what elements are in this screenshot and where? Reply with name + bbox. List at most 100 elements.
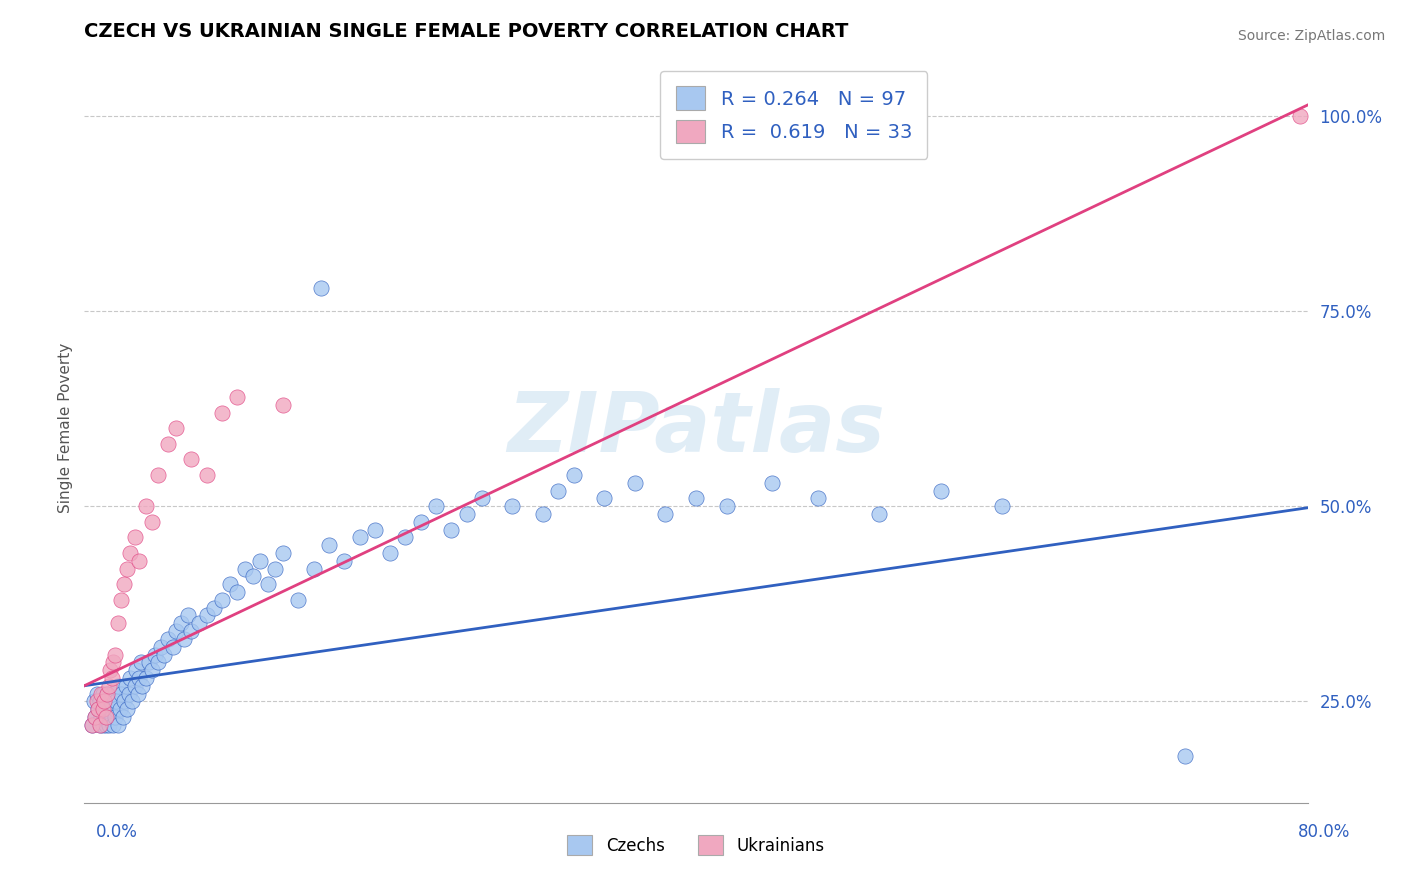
Point [531,507,554,521]
Point [103,717,125,731]
Point [111,710,134,724]
Point [502,500,524,514]
Point [211,406,233,420]
Point [180,624,202,639]
Text: 0.0%: 0.0% [96,822,138,840]
Point [180,452,202,467]
Point [97,717,120,731]
Text: Source: ZipAtlas.com: Source: ZipAtlas.com [1237,29,1385,43]
Point [349,530,371,544]
Point [1174,749,1197,764]
Point [218,577,240,591]
Point [716,500,738,514]
Point [202,600,225,615]
Point [96,687,118,701]
Point [124,530,146,544]
Point [685,491,707,506]
Point [135,671,157,685]
Text: CZECH VS UKRAINIAN SINGLE FEMALE POVERTY CORRELATION CHART: CZECH VS UKRAINIAN SINGLE FEMALE POVERTY… [84,21,849,41]
Point [89,694,111,708]
Text: 80.0%: 80.0% [1298,822,1350,840]
Point [86,694,108,708]
Point [90,687,112,701]
Point [98,663,121,677]
Point [115,702,138,716]
Point [87,702,110,716]
Point [107,679,129,693]
Point [101,710,124,724]
Point [86,687,108,701]
Point [233,562,256,576]
Point [302,562,325,576]
Point [226,390,249,404]
Point [104,648,127,662]
Point [141,663,163,677]
Point [104,702,127,716]
Point [761,475,783,490]
Point [107,717,129,731]
Point [87,702,110,716]
Point [101,671,124,685]
Point [89,717,111,731]
Point [226,585,249,599]
Point [562,467,585,482]
Point [157,437,180,451]
Point [264,562,287,576]
Point [425,500,447,514]
Point [96,710,118,724]
Point [93,694,115,708]
Point [115,562,138,576]
Point [165,421,187,435]
Point [471,491,494,506]
Point [547,483,569,498]
Point [991,500,1014,514]
Point [440,523,463,537]
Point [456,507,478,521]
Point [143,648,166,662]
Point [91,702,114,716]
Point [93,694,115,708]
Point [131,679,153,693]
Y-axis label: Single Female Poverty: Single Female Poverty [58,343,73,513]
Point [91,687,114,701]
Point [97,702,120,716]
Point [318,538,340,552]
Point [162,640,184,654]
Text: ZIPatlas: ZIPatlas [508,388,884,468]
Point [91,717,114,731]
Point [107,616,129,631]
Point [97,679,120,693]
Point [195,608,218,623]
Point [177,608,200,623]
Point [108,702,131,716]
Point [120,546,142,560]
Point [195,467,218,482]
Point [242,569,264,583]
Point [211,592,233,607]
Point [128,554,150,568]
Point [112,694,135,708]
Point [364,523,387,537]
Point [333,554,356,568]
Point [380,546,402,560]
Point [90,710,112,724]
Point [807,491,830,506]
Point [83,694,105,708]
Point [146,655,169,669]
Point [94,717,117,731]
Point [271,546,294,560]
Point [188,616,211,631]
Point [105,694,128,708]
Point [654,507,676,521]
Point [249,554,271,568]
Point [153,648,176,662]
Point [157,632,180,646]
Legend: Czechs, Ukrainians: Czechs, Ukrainians [561,829,831,862]
Point [80,717,103,731]
Point [311,281,333,295]
Point [271,398,294,412]
Point [101,687,124,701]
Point [103,655,125,669]
Point [257,577,280,591]
Point [929,483,952,498]
